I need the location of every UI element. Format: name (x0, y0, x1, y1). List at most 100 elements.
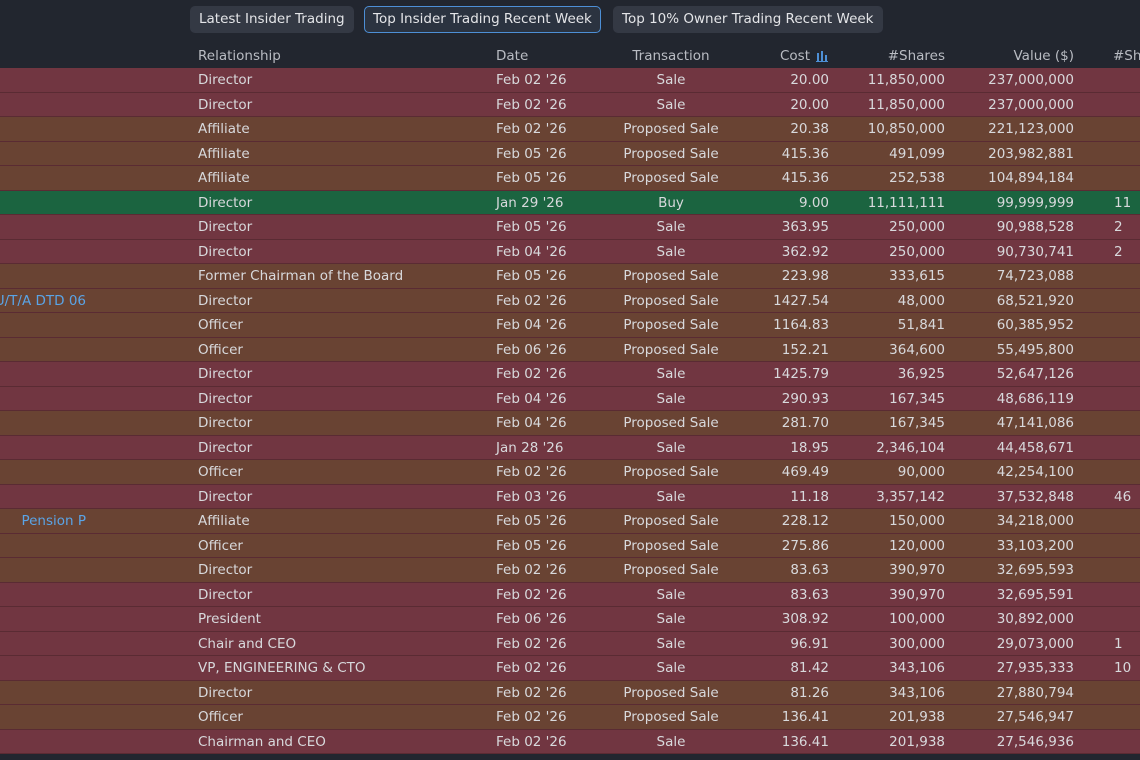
table-row[interactable]: VP, ENGINEERING & CTO Feb 02 '26 Sale 81.42… (0, 656, 1140, 681)
relationship: Director (198, 72, 253, 88)
date: Feb 05 '26 (496, 268, 567, 284)
transaction: Sale (656, 660, 686, 676)
table-row[interactable]: Chairman and CEO Feb 02 '26 Sale 136.41 201,… (0, 729, 1140, 754)
value: 104,894,184 (988, 170, 1074, 186)
table-row[interactable]: Director Feb 05 '26 Sale 363.95 250,000 90,98… (0, 215, 1140, 240)
header-date[interactable]: Date (496, 48, 529, 64)
table-row[interactable]: Affiliate Feb 05 '26 Proposed Sale 415.36 49… (0, 141, 1140, 166)
transaction: Proposed Sale (623, 562, 719, 578)
shares: 364,600 (889, 341, 945, 358)
shares: 11,111,111 (867, 194, 945, 211)
shares: 48,000 (897, 292, 945, 309)
relationship: Director (198, 366, 253, 382)
header-cost[interactable]: Cost (779, 48, 810, 64)
tab[interactable]: Top 10% Owner Trading Recent Week (613, 6, 883, 33)
transaction: Sale (656, 488, 686, 505)
value: 99,999,999 (996, 194, 1074, 211)
table-row[interactable]: Officer Feb 05 '26 Proposed Sale 275.86 120,… (0, 533, 1140, 558)
table-row[interactable]: Pension P Affiliate Feb 05 '26 Proposed Sal… (0, 509, 1140, 534)
relationship: Director (198, 586, 253, 603)
date: Feb 02 '26 (496, 733, 567, 750)
shares-total: 1 (1114, 635, 1123, 652)
transaction: Sale (656, 72, 686, 88)
relationship: Director (198, 562, 253, 578)
date: Feb 02 '26 (496, 635, 567, 652)
cost: 469.49 (781, 464, 829, 480)
shares: 343,106 (889, 660, 945, 676)
table-row[interactable]: Officer Feb 02 '26 Proposed Sale 136.41 201,… (0, 705, 1140, 730)
header-relationship[interactable]: Relationship (198, 48, 281, 64)
table-row[interactable]: U/T/A DTD 06 Director Feb 02 '26 Proposed S… (0, 288, 1140, 313)
table-row[interactable]: Director Feb 02 '26 Sale 83.63 390,970 32,695… (0, 582, 1140, 607)
value: 27,546,936 (996, 733, 1074, 750)
shares: 201,938 (889, 709, 945, 725)
table-row[interactable]: Chair and CEO Feb 02 '26 Sale 96.91 300,000 2… (0, 631, 1140, 656)
table-row[interactable]: Director Feb 02 '26 Proposed Sale 83.63 390,… (0, 558, 1140, 583)
cost: 228.12 (781, 513, 829, 529)
shares-total: 10 (1114, 660, 1132, 676)
table-row[interactable]: Director Feb 03 '26 Sale 11.18 3,357,142 37,5… (0, 484, 1140, 509)
relationship: Director (198, 219, 253, 235)
date: Feb 02 '26 (496, 72, 567, 88)
shares: 250,000 (889, 243, 945, 260)
transaction: Proposed Sale (623, 513, 719, 529)
date: Feb 02 '26 (496, 562, 567, 578)
table-row[interactable]: Director Feb 04 '26 Sale 290.93 167,345 48,68… (0, 386, 1140, 411)
cost: 81.26 (790, 684, 829, 701)
cost: 152.21 (781, 341, 829, 358)
value: 90,730,741 (996, 243, 1074, 260)
owner-name: Pension P (21, 513, 86, 529)
table-row[interactable]: Officer Feb 04 '26 Proposed Sale 1164.83 51,… (0, 313, 1140, 338)
shares: 201,938 (889, 733, 945, 750)
shares: 390,970 (889, 586, 945, 603)
header-shares-total[interactable]: #Sh (1113, 48, 1140, 64)
table-row[interactable]: Affiliate Feb 05 '26 Proposed Sale 415.36 25… (0, 166, 1140, 191)
transaction: Sale (656, 733, 686, 750)
date: Feb 02 '26 (496, 366, 567, 382)
header-value[interactable]: Value ($) (1013, 48, 1075, 64)
transaction: Proposed Sale (623, 537, 719, 554)
table-row[interactable]: Director Feb 04 '26 Proposed Sale 281.70 167… (0, 411, 1140, 436)
shares: 36,925 (897, 366, 945, 382)
value: 55,495,800 (996, 341, 1074, 358)
table-row[interactable]: Director Jan 29 '26 Buy 9.00 11,111,111 99,99… (0, 190, 1140, 215)
value: 32,695,593 (996, 562, 1074, 578)
table-row[interactable]: Former Chairman of the Board Feb 05 '26 Pr… (0, 264, 1140, 289)
relationship: Director (198, 684, 253, 701)
relationship: Officer (198, 341, 243, 358)
cost: 281.70 (781, 415, 829, 431)
table-row[interactable]: Director Feb 02 '26 Sale 1425.79 36,925 52,64… (0, 362, 1140, 387)
cost: 136.41 (781, 733, 829, 750)
cost: 20.38 (790, 121, 829, 137)
shares-total: 46 (1114, 488, 1132, 505)
table-row[interactable]: Affiliate Feb 02 '26 Proposed Sale 20.38 10,… (0, 117, 1140, 142)
date: Jan 29 '26 (496, 194, 564, 211)
value: 29,073,000 (996, 635, 1074, 652)
cost: 275.86 (781, 537, 829, 554)
table-row[interactable]: Officer Feb 06 '26 Proposed Sale 152.21 364,… (0, 337, 1140, 362)
transaction: Sale (656, 96, 686, 113)
header-shares[interactable]: #Shares (887, 48, 945, 64)
table-row[interactable]: Director Feb 02 '26 Proposed Sale 81.26 343,… (0, 680, 1140, 705)
tab[interactable]: Latest Insider Trading (190, 6, 354, 33)
shares: 11,850,000 (867, 72, 945, 88)
cost: 136.41 (781, 709, 829, 725)
transaction: Proposed Sale (623, 415, 719, 431)
shares: 11,850,000 (867, 96, 945, 113)
table-row[interactable]: Director Jan 28 '26 Sale 18.95 2,346,104 44,4… (0, 435, 1140, 460)
header-transaction[interactable]: Transaction (632, 48, 710, 64)
table-row[interactable]: Officer Feb 02 '26 Proposed Sale 469.49 90,0… (0, 460, 1140, 485)
tab[interactable]: Top Insider Trading Recent Week (364, 6, 601, 33)
date: Feb 05 '26 (496, 219, 567, 235)
table-row[interactable]: Director Feb 04 '26 Sale 362.92 250,000 90,73… (0, 239, 1140, 264)
table-row[interactable]: Director Feb 02 '26 Sale 20.00 11,850,000 237… (0, 68, 1140, 93)
shares: 491,099 (889, 145, 945, 162)
table-row[interactable]: President Feb 06 '26 Sale 308.92 100,000 30,8… (0, 607, 1140, 632)
relationship: Director (198, 243, 253, 260)
table-row[interactable]: Director Feb 02 '26 Sale 20.00 11,850,000 237… (0, 92, 1140, 117)
shares: 390,970 (889, 562, 945, 578)
cost: 83.63 (790, 562, 829, 578)
shares: 167,345 (889, 390, 945, 407)
cost: 20.00 (790, 96, 829, 113)
shares: 167,345 (889, 415, 945, 431)
